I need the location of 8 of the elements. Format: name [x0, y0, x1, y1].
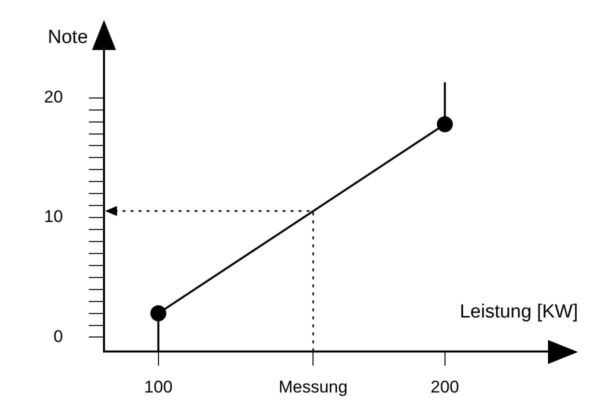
- y-tick-label: 0: [53, 326, 63, 346]
- y-tick-label: 10: [44, 207, 63, 226]
- x-tick-label: 100: [144, 377, 173, 396]
- x-axis-title: Leistung [KW]: [460, 301, 578, 322]
- x-tick-label: 200: [430, 377, 460, 396]
- y-tick-label: 20: [44, 88, 63, 107]
- x-tick-label: Messung: [278, 377, 348, 396]
- y-axis-title: Note: [48, 27, 88, 48]
